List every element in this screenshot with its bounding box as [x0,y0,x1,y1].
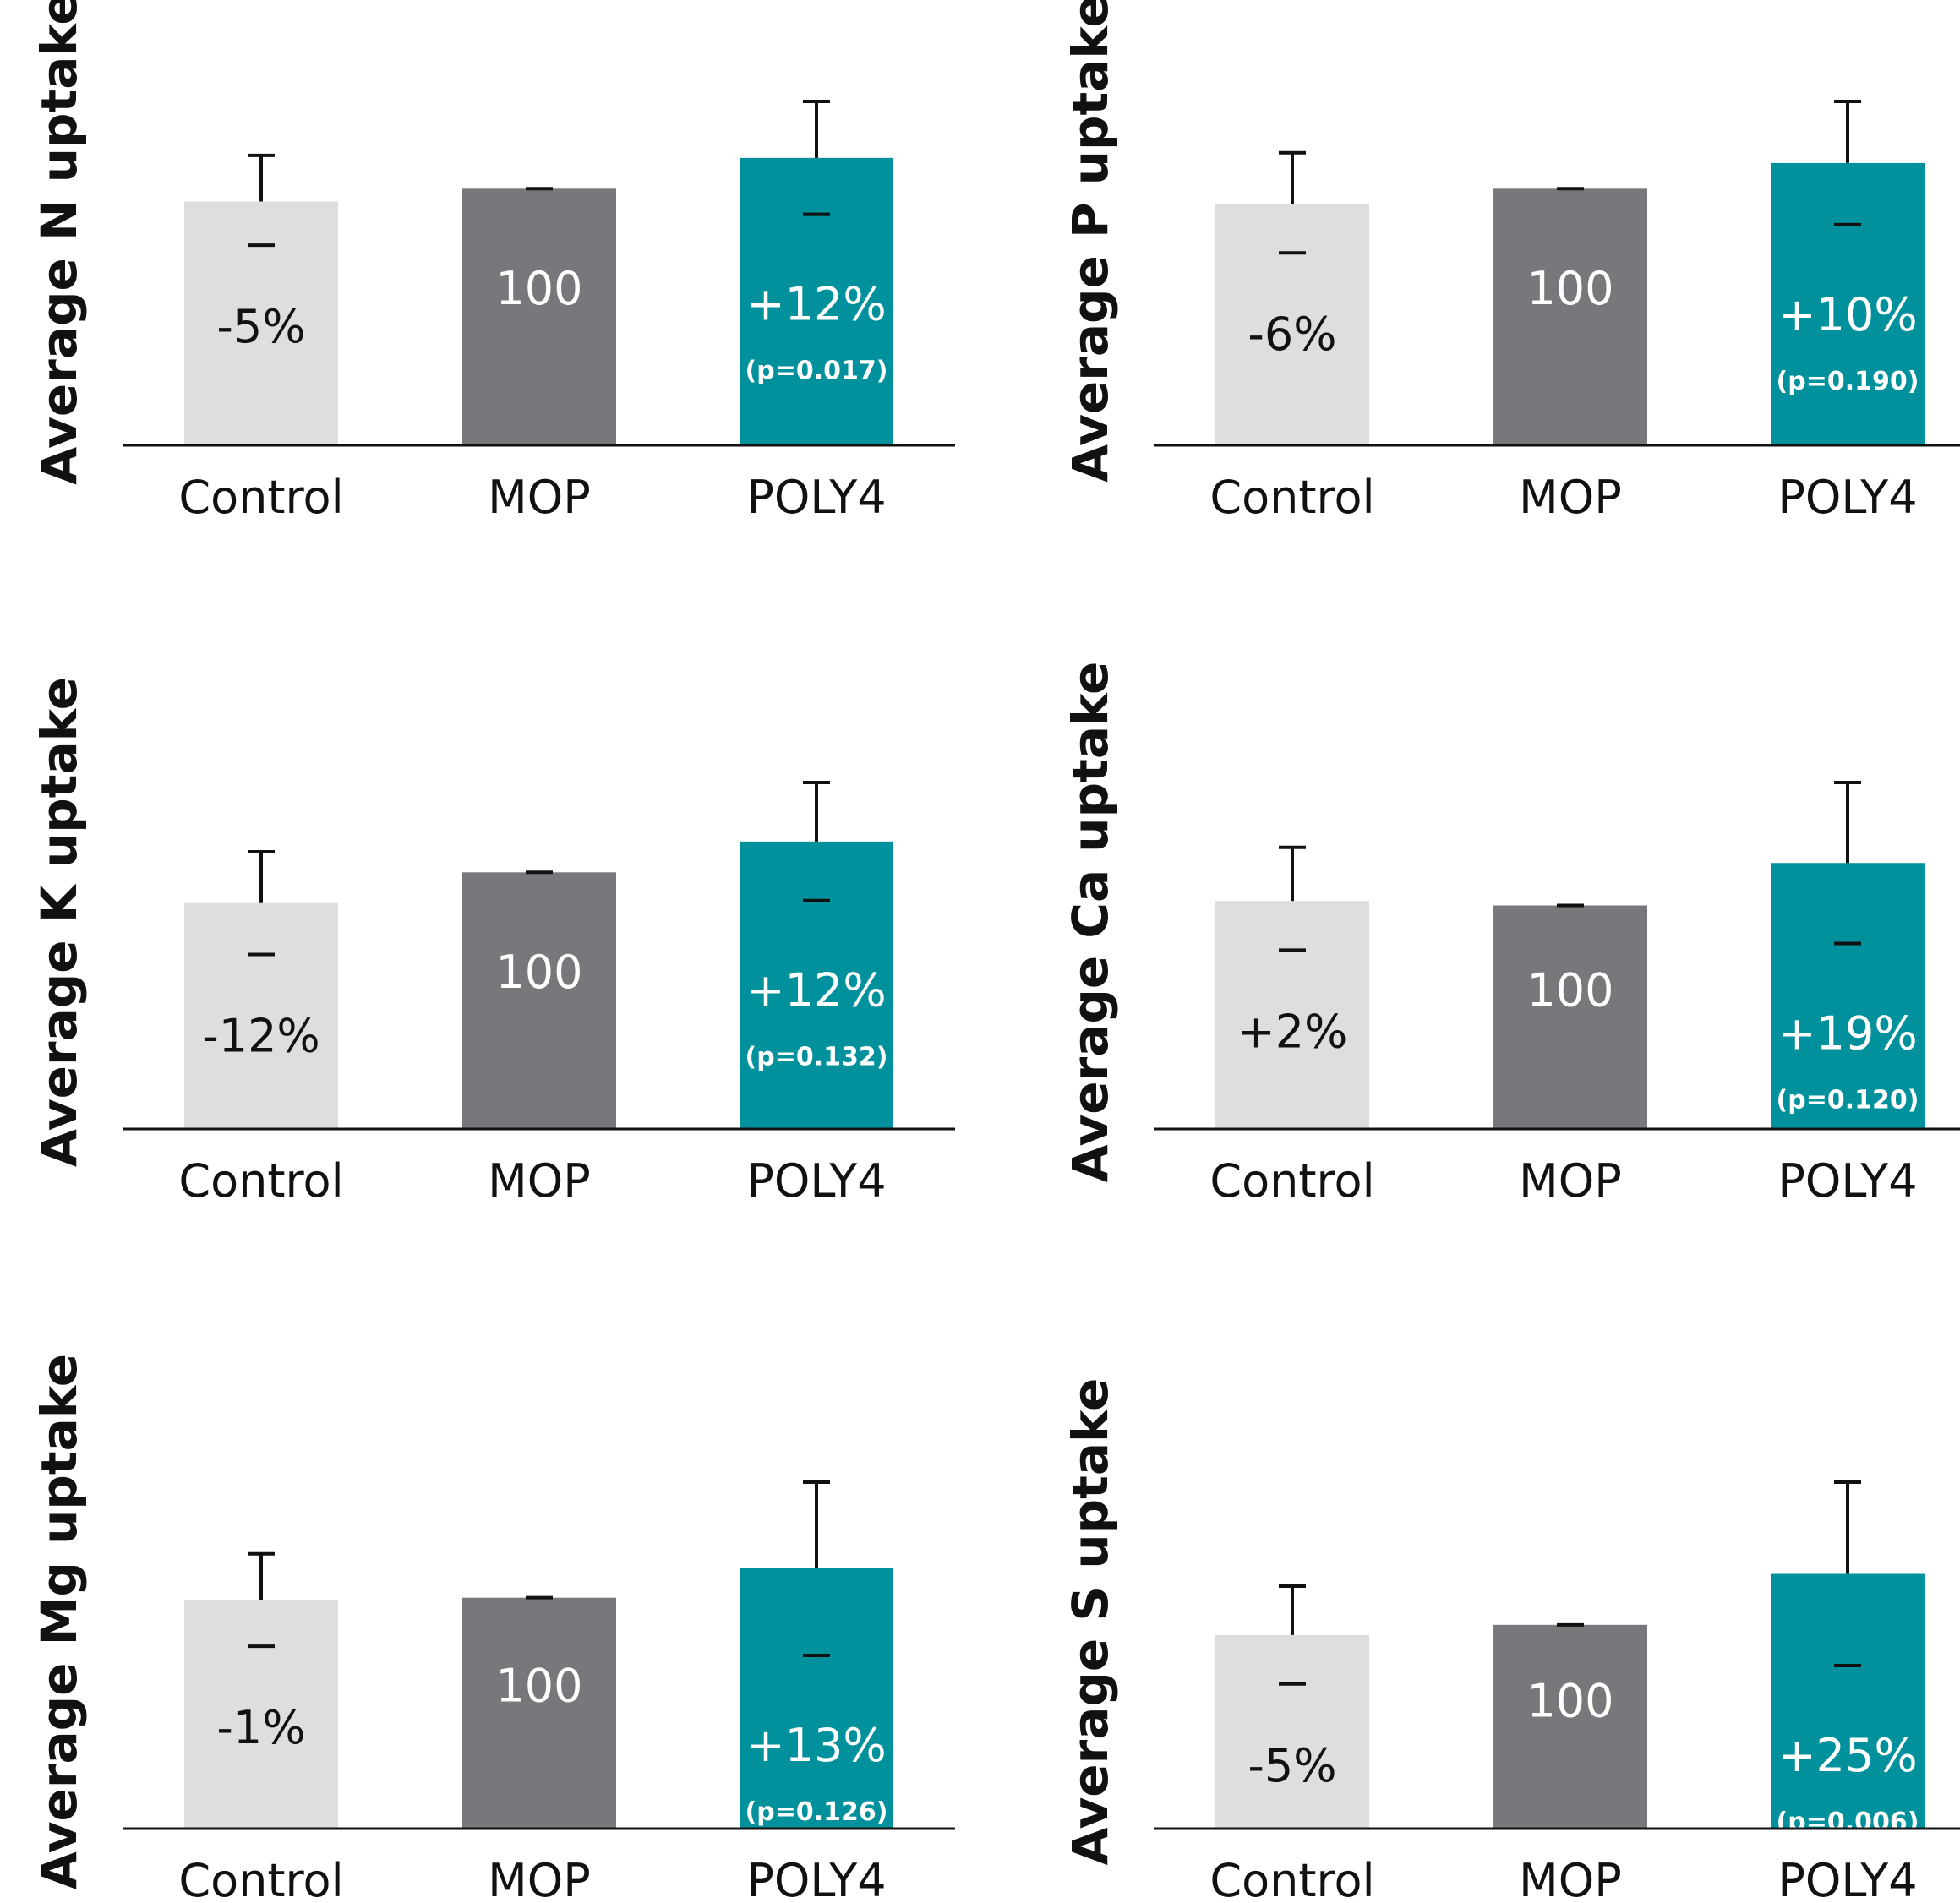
bar-poly4 [740,157,893,445]
value-label-mop: 100 [495,262,582,315]
category-label-control: Control [178,1854,343,1903]
value-label-control: -12% [202,1009,320,1062]
category-label-poly4: POLY4 [746,471,886,524]
p-value-label: (p=0.132) [745,1043,888,1072]
category-label-mop: MOP [1519,1854,1622,1903]
category-label-control: Control [178,471,343,524]
value-label-control: +2% [1237,1005,1348,1058]
p-value-label: (p=0.006) [1777,1808,1919,1837]
bar-control [1215,1634,1369,1829]
value-label-mop: 100 [1526,1674,1613,1727]
category-label-mop: MOP [488,1154,591,1208]
category-label-mop: MOP [1519,471,1622,524]
y-axis-title: Average S uptake [1062,1378,1119,1866]
category-label-mop: MOP [488,471,591,524]
value-label-control: -5% [216,300,305,353]
chart-panel-6: Average S uptake -5% Control 100 MOP +25% (p=0… [1062,1378,1960,1903]
y-axis-title: Average Ca uptake [1062,662,1119,1183]
bar-control [1215,204,1369,445]
value-label-mop: 100 [495,1660,582,1713]
y-axis-title: Average K uptake [30,677,88,1167]
category-label-poly4: POLY4 [746,1154,886,1208]
value-label-poly4: +13% [746,1719,886,1772]
value-label-mop: 100 [1526,262,1613,315]
category-label-poly4: POLY4 [746,1854,886,1903]
value-label-mop: 100 [495,946,582,999]
bar-mop [1493,188,1647,445]
category-label-control: Control [1209,1854,1374,1903]
chart-panel-5: Average Mg uptake -1% Control 100 MOP +13% (p=… [30,1354,955,1903]
category-label-poly4: POLY4 [1777,1854,1917,1903]
bar-control [1215,901,1369,1129]
y-axis-title: Average P uptake [1062,0,1119,483]
p-value-label: (p=0.017) [745,357,888,386]
p-value-label: (p=0.126) [745,1797,888,1827]
category-label-poly4: POLY4 [1777,1154,1917,1208]
chart-panel-2: Average P uptake -6% Control 100 MOP +10% (p=0… [1062,0,1960,524]
bar-mop [1493,905,1647,1129]
p-value-label: (p=0.120) [1777,1085,1919,1115]
chart-panel-4: Average Ca uptake +2% Control 100 MOP +19% (p=… [1062,662,1960,1208]
bar-control [184,902,338,1129]
value-label-poly4: +10% [1777,288,1917,341]
chart-panel-3: Average K uptake -12% Control 100 MOP +12% (p=… [30,677,955,1208]
category-label-poly4: POLY4 [1777,471,1917,524]
y-axis-title: Average N uptake [30,0,88,485]
value-label-poly4: +12% [746,278,886,331]
category-label-mop: MOP [1519,1154,1622,1208]
bar-control [184,201,338,445]
value-label-control: -5% [1248,1739,1336,1792]
bar-mop [1493,1624,1647,1829]
bar-mop [462,1597,616,1829]
category-label-control: Control [1209,1154,1374,1208]
value-label-poly4: +19% [1777,1006,1917,1060]
bar-mop [462,188,616,445]
value-label-mop: 100 [1526,964,1613,1017]
y-axis-title: Average Mg uptake [30,1354,88,1889]
category-label-control: Control [178,1154,343,1208]
category-label-control: Control [1209,471,1374,524]
bar-poly4 [740,1568,893,1829]
value-label-poly4: +12% [746,964,886,1017]
bar-poly4 [740,841,893,1129]
value-label-control: -1% [216,1701,305,1754]
category-label-mop: MOP [488,1854,591,1903]
bar-poly4 [1771,162,1925,446]
p-value-label: (p=0.190) [1777,367,1919,396]
value-label-poly4: +25% [1777,1729,1917,1782]
bar-poly4 [1771,863,1925,1129]
bar-control [184,1600,338,1829]
bar-poly4 [1771,1573,1925,1829]
chart-panel-1: Average N uptake -5% Control 100 MOP +12% (p=0… [30,0,955,524]
value-label-control: -6% [1248,308,1336,361]
bar-mop [462,872,616,1129]
